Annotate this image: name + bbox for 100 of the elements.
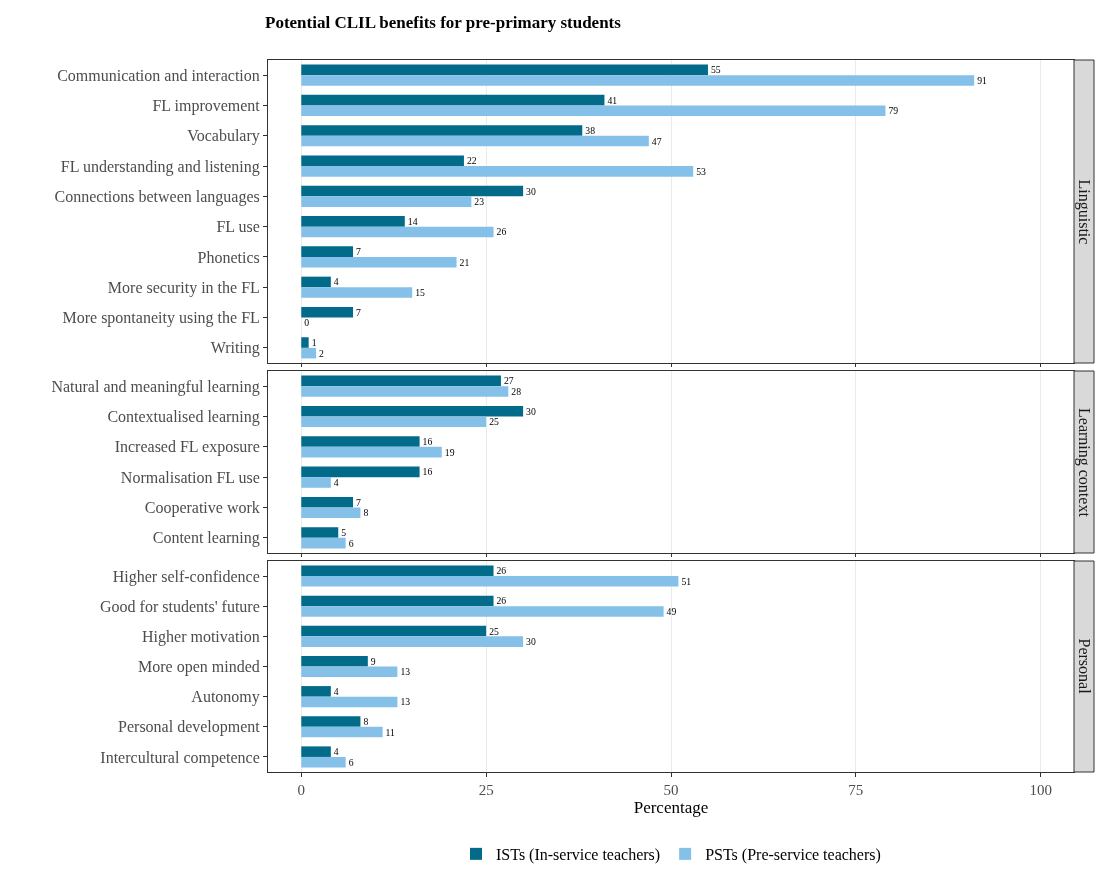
y-tick-label: Higher self-confidence: [112, 567, 260, 586]
data-label: 8: [363, 715, 369, 727]
data-label: 55: [710, 64, 721, 76]
data-label: 19: [444, 446, 455, 458]
bar: [301, 636, 524, 647]
x-tick-label: 50: [663, 781, 679, 798]
y-tick-label: FL improvement: [152, 97, 261, 116]
bar: [301, 436, 420, 447]
data-label: 26: [496, 226, 507, 238]
y-tick-label: Normalisation FL use: [120, 468, 260, 486]
y-tick-label: Communication and interaction: [57, 66, 260, 84]
data-label: 13: [400, 666, 411, 678]
data-label: 28: [511, 386, 522, 398]
bar: [301, 716, 361, 727]
bar: [301, 75, 975, 86]
data-label: 27: [503, 375, 514, 387]
bar: [301, 746, 331, 757]
x-tick-label: 25: [478, 781, 494, 798]
data-label: 8: [363, 507, 369, 519]
y-tick-label: Higher motivation: [142, 627, 260, 646]
data-label: 13: [400, 696, 411, 708]
chart-title: Potential CLIL benefits for pre-primary students: [265, 12, 622, 32]
data-label: 16: [422, 436, 433, 448]
bar: [301, 337, 309, 348]
data-label: 6: [348, 756, 354, 768]
y-tick-label: Good for students' future: [100, 597, 260, 615]
data-label: 51: [681, 575, 692, 587]
data-label: 4: [333, 745, 339, 757]
bar: [301, 306, 354, 318]
data-label: 79: [888, 105, 899, 117]
bar: [301, 655, 368, 667]
y-tick-label: Personal development: [118, 718, 261, 737]
bar: [301, 256, 457, 268]
bar: [301, 216, 405, 227]
y-tick-label: Cooperative work: [144, 499, 260, 518]
y-tick-label: FL understanding and listening: [60, 157, 260, 176]
data-label: 5: [341, 527, 347, 539]
data-label: 49: [666, 605, 677, 617]
bar: [301, 565, 494, 576]
bar: [301, 527, 339, 538]
x-tick-label: 0: [297, 781, 306, 798]
text: Linguistic: [1074, 179, 1093, 245]
bar: [301, 606, 664, 617]
bar: [301, 185, 524, 197]
data-label: 30: [526, 185, 536, 197]
y-tick-label: Contextualised learning: [107, 408, 260, 427]
data-label: 11: [385, 726, 396, 738]
y-tick-label: FL use: [216, 218, 260, 236]
data-label: 30: [526, 635, 536, 647]
data-label: 14: [407, 215, 418, 227]
data-label: 23: [474, 196, 485, 208]
bar: [301, 375, 501, 387]
data-label: 21: [459, 256, 470, 268]
bar: [301, 125, 583, 136]
bar: [301, 685, 331, 697]
y-tick-label: More security in the FL: [107, 278, 260, 297]
data-label: 9: [370, 655, 376, 667]
data-label: 91: [977, 74, 988, 86]
data-label: 1: [311, 337, 317, 349]
bar: [301, 726, 383, 738]
bar: [301, 155, 464, 167]
bar: [301, 287, 413, 298]
x-tick-label: 75: [848, 781, 864, 798]
bar: [301, 575, 679, 587]
y-tick-label: Autonomy: [191, 688, 260, 707]
y-tick-label: Phonetics: [197, 248, 260, 266]
bar: [301, 276, 331, 288]
y-tick-label: Intercultural competence: [100, 748, 260, 767]
bar: [301, 405, 524, 417]
data-label: 26: [496, 595, 507, 607]
bar: [301, 496, 354, 508]
x-tick-label: 100: [1029, 781, 1052, 798]
text: Learning context: [1075, 408, 1093, 518]
data-label: 7: [356, 306, 362, 318]
data-label: 38: [585, 124, 596, 136]
y-tick-label: Content learning: [152, 529, 260, 548]
data-label: 4: [333, 477, 339, 489]
bar: [301, 246, 354, 257]
data-label: 22: [466, 155, 477, 167]
text: Personal: [1075, 638, 1093, 694]
y-tick-label: Vocabulary: [187, 127, 260, 146]
data-label: 53: [696, 165, 707, 177]
bar: [301, 595, 494, 607]
bar: [301, 196, 472, 207]
data-label: 0: [304, 317, 310, 329]
bar: [301, 416, 487, 428]
data-label: 15: [415, 287, 426, 299]
bar: [301, 696, 398, 707]
data-label: 2: [319, 347, 325, 359]
data-label: 7: [356, 496, 362, 508]
bar: [301, 756, 346, 768]
bar: [301, 477, 331, 488]
data-label: 4: [333, 276, 339, 288]
data-label: 41: [607, 94, 618, 106]
y-tick-label: Natural and meaningful learning: [51, 377, 260, 396]
legend-label: ISTs (In-service teachers): [496, 845, 661, 864]
bar: [301, 537, 346, 549]
y-tick-label: Connections between languages: [54, 187, 260, 206]
bar: [301, 135, 649, 147]
bar: [301, 386, 509, 397]
